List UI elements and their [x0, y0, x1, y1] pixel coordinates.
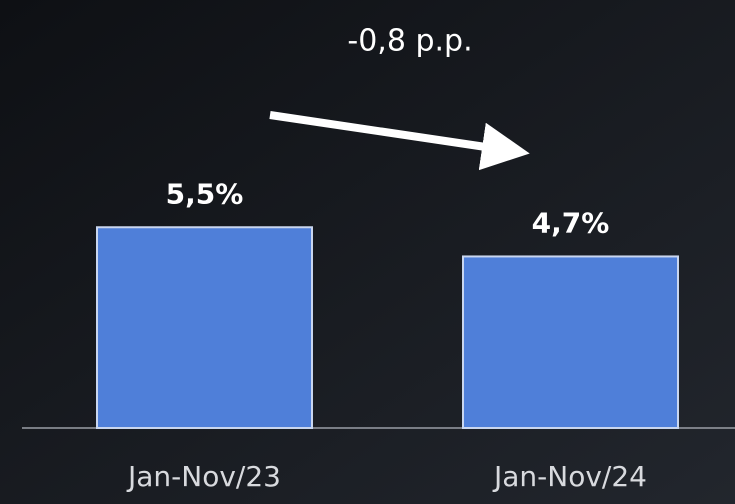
- x-tick-label: Jan-Nov/23: [126, 460, 281, 493]
- x-tick-label: Jan-Nov/24: [492, 460, 647, 493]
- value-label: 4,7%: [532, 206, 610, 239]
- bar: [96, 226, 313, 429]
- arrow: [269, 111, 530, 171]
- bar: [462, 255, 679, 430]
- value-label: 5,5%: [166, 177, 244, 210]
- annotation: -0,8 p.p.: [347, 24, 472, 59]
